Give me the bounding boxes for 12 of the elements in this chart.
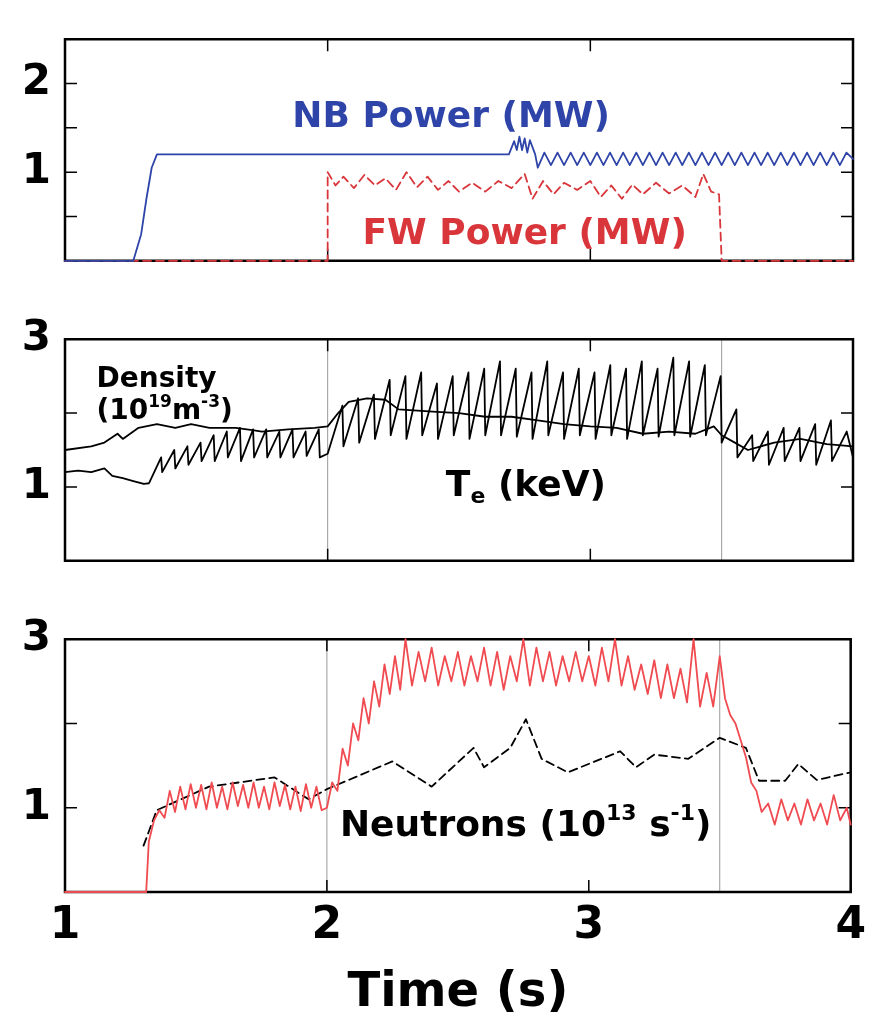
y-tick-label: 1 — [21, 144, 51, 194]
x-tick-label: 4 — [835, 896, 866, 948]
y-tick-label: 1 — [21, 779, 51, 829]
x-tick-label: 2 — [311, 896, 343, 948]
y-tick-label: 1 — [21, 458, 51, 508]
series-label: FW Power (MW) — [362, 211, 687, 253]
y-tick-label: 3 — [21, 311, 51, 361]
series-label: NB Power (MW) — [292, 93, 610, 135]
y-tick-label: 2 — [21, 55, 51, 105]
x-tick-label: 3 — [573, 896, 605, 948]
x-axis-title: Time (s) — [347, 960, 569, 1017]
y-tick-label: 3 — [21, 611, 51, 661]
